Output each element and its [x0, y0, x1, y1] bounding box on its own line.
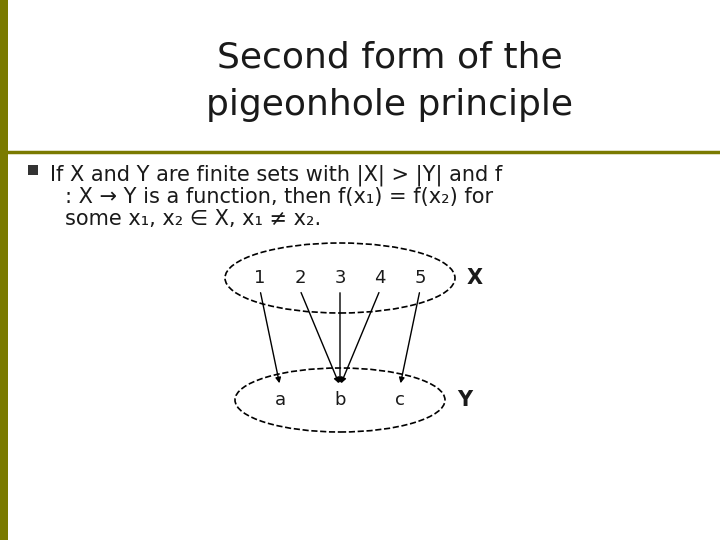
Text: 2: 2: [294, 269, 306, 287]
Text: X: X: [467, 268, 483, 288]
Text: 3: 3: [334, 269, 346, 287]
Bar: [0, 0, 8, 540]
Text: 5: 5: [414, 269, 426, 287]
Text: : X → Y is a function, then f(x₁) = f(x₂) for: : X → Y is a function, then f(x₁) = f(x₂…: [65, 187, 493, 207]
Text: c: c: [395, 391, 405, 409]
Text: Y: Y: [457, 390, 472, 410]
Text: 4: 4: [374, 269, 386, 287]
Text: If X and Y are finite sets with |X| > |Y| and f: If X and Y are finite sets with |X| > |Y…: [50, 165, 503, 186]
Text: b: b: [334, 391, 346, 409]
Text: 1: 1: [254, 269, 266, 287]
Text: Second form of the
pigeonhole principle: Second form of the pigeonhole principle: [207, 40, 574, 122]
Text: some x₁, x₂ ∈ X, x₁ ≠ x₂.: some x₁, x₂ ∈ X, x₁ ≠ x₂.: [65, 209, 321, 229]
Bar: [28, 165, 38, 175]
Text: a: a: [274, 391, 286, 409]
